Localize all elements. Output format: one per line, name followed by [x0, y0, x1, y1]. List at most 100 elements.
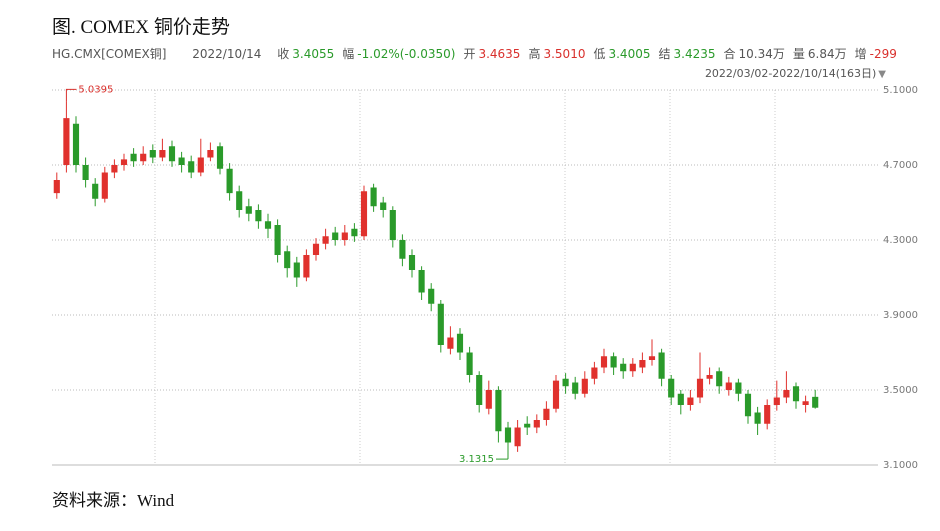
candle-body: [92, 183, 99, 199]
candle: [504, 421, 512, 460]
y-tick-label: 3.5000: [883, 385, 918, 396]
candle-body: [188, 161, 195, 173]
candle: [706, 367, 713, 385]
source: 资料来源：Wind: [52, 491, 175, 510]
candle: [658, 348, 665, 387]
symbol: HG.CMX[COMEX铜]: [52, 47, 167, 61]
candle: [53, 172, 60, 199]
candle: [639, 352, 646, 374]
candle-body: [159, 150, 166, 158]
candle: [764, 399, 771, 430]
candle-body: [620, 363, 627, 372]
quote-field: 量 6.84万: [793, 47, 847, 61]
candle: [149, 144, 156, 164]
candle-body: [562, 378, 569, 387]
candle: [120, 153, 128, 171]
candle: [207, 142, 214, 162]
candle: [92, 178, 99, 207]
candle-body: [725, 382, 732, 390]
candle-body: [255, 210, 262, 222]
candle: [82, 157, 89, 188]
candle: [284, 245, 291, 278]
field-label: 低: [593, 47, 606, 61]
candle-body: [360, 191, 368, 237]
candle-body: [351, 228, 358, 237]
candle-body: [783, 390, 790, 398]
candle-body: [408, 255, 416, 270]
candle-body: [543, 408, 550, 420]
candle-body: [236, 191, 243, 210]
candle-body: [111, 165, 118, 173]
candle: [380, 196, 387, 218]
candle: [802, 395, 809, 413]
max-annotation: 5.0395: [78, 84, 113, 95]
candle-body: [293, 262, 300, 278]
candle-body: [332, 232, 339, 240]
field-value: 6.84万: [807, 47, 847, 61]
quote-field: 低 3.4005: [593, 47, 650, 61]
candle-body: [101, 172, 108, 199]
candle-body: [572, 382, 579, 394]
candle: [716, 367, 723, 394]
candle: [572, 376, 579, 400]
candle: [648, 339, 656, 366]
candle-body: [754, 412, 761, 424]
candle-body: [658, 352, 665, 379]
field-label: 收: [277, 47, 290, 61]
candle-body: [639, 360, 646, 368]
candle: [72, 116, 80, 173]
candle-body: [312, 243, 320, 255]
field-label: 合: [723, 47, 736, 61]
candle-body: [370, 187, 377, 207]
candle: [159, 138, 166, 162]
field-value: 3.4055: [292, 47, 335, 61]
field-value: 3.4635: [478, 47, 521, 61]
quote-info: HG.CMX[COMEX铜] 2022/10/14 收 3.4055 幅 -1.02%…: [52, 45, 905, 62]
date-range[interactable]: 2022/03/02-2022/10/14(163日) ▼: [705, 65, 886, 81]
candle-body: [476, 375, 483, 405]
candle: [226, 163, 233, 201]
field-value: 3.4235: [673, 47, 716, 61]
candle: [696, 352, 704, 404]
candle-body: [274, 225, 281, 255]
candle-body: [418, 270, 425, 293]
candle: [485, 380, 492, 415]
candle: [620, 358, 627, 379]
candle-body: [63, 118, 70, 165]
candle: [447, 326, 454, 355]
quote-field: 结 3.4235: [658, 47, 715, 61]
candle: [140, 146, 147, 165]
candle-body: [178, 157, 185, 165]
candle: [476, 371, 483, 413]
dropdown-icon[interactable]: ▼: [878, 69, 886, 80]
candle-body: [504, 427, 512, 443]
candle: [591, 361, 598, 385]
candle: [543, 401, 550, 426]
candle: [812, 389, 819, 409]
candle: [783, 371, 790, 404]
candle: [677, 390, 684, 415]
candle: [111, 159, 118, 179]
candle-body: [668, 378, 675, 398]
candle: [360, 185, 368, 240]
field-label: 结: [658, 47, 671, 61]
quote-field: 增 -299: [855, 47, 897, 61]
chart-title: 图. COMEX 铜价走势: [52, 17, 230, 38]
candle: [168, 140, 176, 167]
candle-body: [629, 363, 636, 372]
field-value: 3.4005: [608, 47, 651, 61]
candle-body: [581, 378, 588, 394]
candle: [341, 225, 348, 246]
candle-body: [600, 356, 608, 368]
candle: [533, 414, 540, 434]
candle: [274, 219, 281, 263]
candle-body: [226, 168, 233, 194]
candle-body: [130, 153, 137, 162]
field-label: 量: [792, 47, 805, 61]
candle: [322, 228, 329, 250]
candle-body: [514, 427, 521, 447]
candle-body: [264, 221, 272, 229]
candle: [744, 390, 752, 424]
candle: [408, 249, 416, 278]
